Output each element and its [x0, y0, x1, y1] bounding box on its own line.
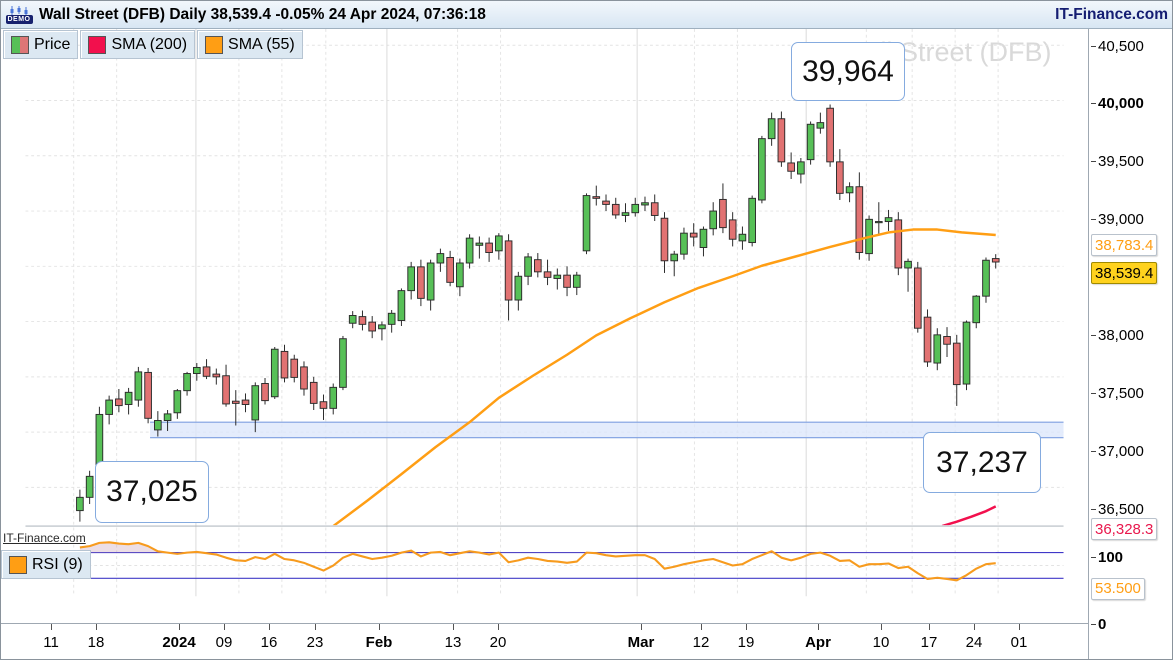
time-axis-label: 19 — [737, 634, 755, 651]
time-axis-label: Apr — [805, 634, 831, 651]
legend-row: Price SMA (200) SMA (55) — [3, 30, 303, 59]
time-axis-label: 13 — [444, 634, 462, 651]
time-axis-tick — [315, 624, 316, 630]
brand-link[interactable]: IT-Finance.com — [1055, 5, 1168, 23]
time-axis-label: 10 — [872, 634, 890, 651]
time-axis-label: 24 — [965, 634, 983, 651]
time-axis-tick — [1019, 624, 1020, 630]
annotation-high[interactable]: 39,964 — [791, 42, 905, 101]
time-axis-tick — [179, 624, 180, 630]
price-axis-label: 38,000 — [1091, 326, 1144, 344]
time-axis-tick — [51, 624, 52, 630]
price-axis-label: 39,500 — [1091, 153, 1144, 171]
price-axis-label: 40,500 — [1091, 37, 1144, 55]
rsi-value-tag: 53.500 — [1091, 577, 1145, 600]
time-axis-tick — [224, 624, 225, 630]
demo-badge-label: DEMO — [5, 14, 33, 24]
time-axis-tick — [881, 624, 882, 630]
legend-sma200-button[interactable]: SMA (200) — [80, 30, 196, 59]
time-axis-label: 09 — [215, 634, 233, 651]
time-axis-label: 11 — [43, 634, 59, 651]
rsi-legend: RSI (9) — [1, 550, 91, 579]
time-axis-tick — [269, 624, 270, 630]
site-watermark: IT-Finance.com — [3, 531, 86, 545]
annotation-support-left[interactable]: 37,025 — [95, 461, 209, 523]
price-pane[interactable]: Wall Street (DFB) IT-Finance.com Price S… — [1, 29, 1088, 623]
title-bar: DEMO Wall Street (DFB) Daily 38,539.4 -0… — [1, 1, 1172, 29]
price-axis-label: 40,000 — [1091, 95, 1144, 113]
time-axis-label: 01 — [1010, 634, 1028, 651]
legend-rsi-label: RSI (9) — [32, 555, 83, 573]
legend-sma200-label: SMA (200) — [111, 35, 188, 53]
time-axis[interactable]: 11 18 2024 09 16 23 Feb 13 20 Mar 12 19 Apr 10 17 24 01 — [1, 623, 1088, 659]
time-axis-tick — [641, 624, 642, 630]
time-axis-tick — [746, 624, 747, 630]
mini-candles-icon — [10, 5, 28, 15]
time-axis-label: 12 — [692, 634, 710, 651]
rsi-axis-label: 0 — [1091, 616, 1106, 634]
chart-title: Wall Street (DFB) Daily 38,539.4 -0.05% … — [39, 5, 486, 23]
sma200-swatch-icon — [88, 35, 107, 54]
sma55-swatch-icon — [205, 35, 224, 54]
legend-price-label: Price — [34, 35, 71, 53]
demo-logo-icon: DEMO — [4, 5, 34, 24]
time-axis-label: 16 — [260, 634, 278, 651]
time-axis-label: 20 — [489, 634, 507, 651]
legend-price-button[interactable]: Price — [3, 30, 79, 59]
price-axis[interactable]: 40,500 40,000 39,500 39,000 38,000 37,500 37,0… — [1088, 29, 1172, 659]
time-axis-tick — [974, 624, 975, 630]
time-axis-tick — [379, 624, 380, 630]
legend-rsi-button[interactable]: RSI (9) — [1, 550, 91, 579]
price-swatch-icon — [11, 35, 29, 54]
price-axis-label: 39,000 — [1091, 211, 1144, 229]
time-axis-tick — [453, 624, 454, 630]
price-axis-label: 37,500 — [1091, 384, 1144, 402]
price-axis-label: 37,000 — [1091, 442, 1144, 460]
time-axis-label: 2024 — [162, 634, 196, 651]
rsi-swatch-icon — [9, 555, 27, 574]
time-axis-label: 18 — [87, 634, 105, 651]
rsi-axis-label: 100 — [1091, 548, 1123, 566]
legend-sma55-button[interactable]: SMA (55) — [197, 30, 303, 59]
time-axis-label: Feb — [365, 634, 393, 651]
time-axis-label: 17 — [920, 634, 938, 651]
time-axis-tick — [96, 624, 97, 630]
time-axis-tick — [818, 624, 819, 630]
time-axis-tick — [498, 624, 499, 630]
price-axis-label: 36,500 — [1091, 500, 1144, 518]
time-axis-tick — [929, 624, 930, 630]
legend-sma55-label: SMA (55) — [228, 35, 295, 53]
time-axis-tick — [701, 624, 702, 630]
price-tag: 36,328.3 — [1091, 518, 1158, 541]
time-axis-label: 23 — [306, 634, 324, 651]
annotation-support-right[interactable]: 37,237 — [923, 432, 1041, 493]
price-tag: 38,539.4 — [1091, 262, 1158, 285]
time-axis-label: Mar — [627, 634, 655, 651]
price-tag: 38,783.4 — [1091, 234, 1158, 257]
candlestick-chart[interactable] — [1, 29, 1088, 623]
